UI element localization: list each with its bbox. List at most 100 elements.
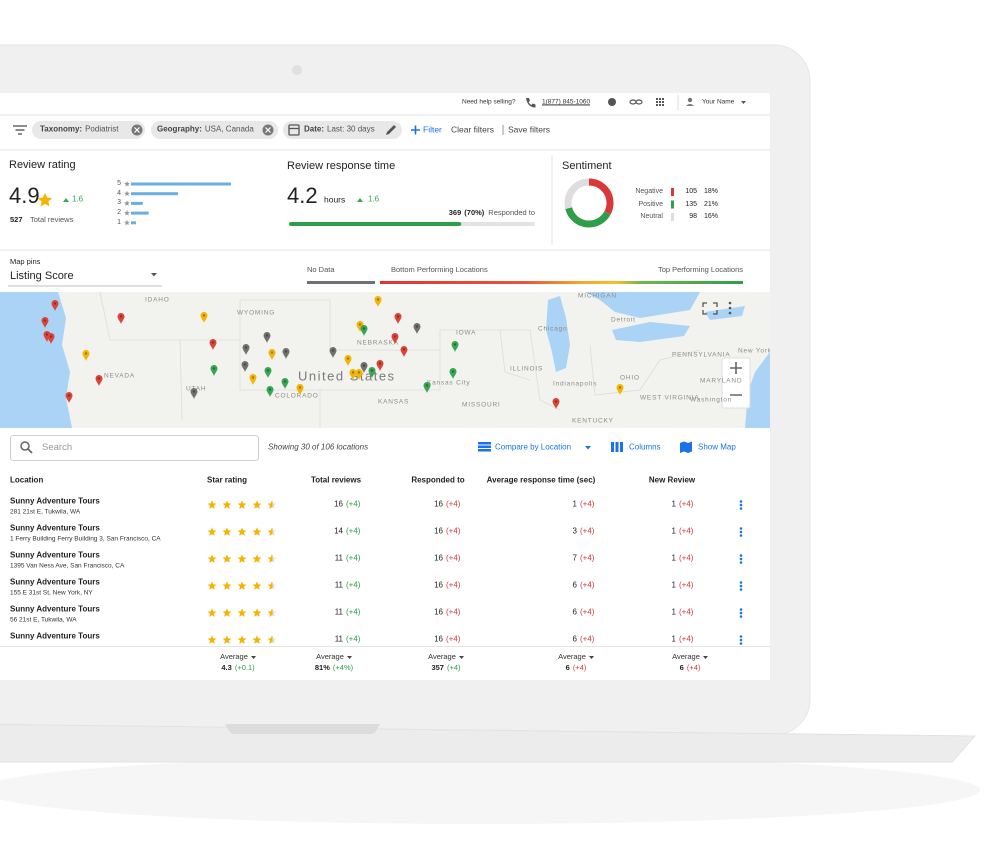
map-pin[interactable] — [296, 384, 304, 395]
map-pin[interactable] — [449, 368, 457, 379]
summary-label[interactable]: Average — [316, 651, 344, 661]
text: (+4) — [446, 662, 461, 672]
save-filters[interactable]: Save filters — [508, 124, 551, 135]
row-menu[interactable] — [739, 527, 743, 537]
star-rating — [207, 608, 277, 617]
row-menu[interactable] — [739, 635, 743, 645]
summary-label[interactable]: Average — [428, 651, 456, 661]
map-pin[interactable] — [374, 296, 382, 307]
cell-delta: (+4) — [679, 499, 694, 509]
map-pin[interactable] — [210, 365, 218, 376]
map-pin[interactable] — [360, 325, 368, 336]
star-fill — [222, 608, 232, 617]
cell-value: 6 — [572, 634, 577, 644]
map-place-label: Detroit — [611, 317, 636, 324]
filter-chip[interactable]: Geography: USA, Canada — [157, 125, 254, 135]
summary-label[interactable]: Average — [220, 651, 248, 661]
map-pin[interactable] — [376, 360, 384, 371]
pin-body — [282, 348, 290, 359]
pin-dot — [425, 384, 429, 387]
map-place-label: COLORADO — [275, 393, 319, 400]
map-pin[interactable] — [266, 386, 274, 397]
row-menu[interactable] — [739, 581, 743, 591]
summary-label[interactable]: Average — [672, 651, 700, 661]
menu-dot — [739, 615, 743, 618]
map-pin[interactable] — [391, 333, 399, 344]
map-pin[interactable] — [209, 339, 217, 350]
map-pin[interactable] — [552, 398, 560, 409]
map-fullscreen[interactable] — [702, 302, 718, 315]
map-pin[interactable] — [355, 369, 363, 380]
map-pin[interactable] — [281, 378, 289, 389]
cell-value: 1 — [671, 526, 676, 536]
pin-body — [329, 347, 337, 358]
map-pin[interactable] — [451, 341, 459, 352]
map-pin[interactable] — [242, 344, 250, 355]
map-menu[interactable] — [728, 301, 732, 315]
pin-body — [65, 392, 73, 403]
map-pin[interactable] — [344, 355, 352, 366]
map-pin[interactable] — [413, 323, 421, 334]
location-name: Sunny Adventure Tours — [10, 577, 100, 587]
map-place-label: ILLINOIS — [510, 366, 543, 373]
cell-value: 6 — [572, 580, 577, 590]
map-pin[interactable] — [349, 369, 357, 380]
map-pin[interactable] — [47, 333, 55, 344]
location-name: Sunny Adventure Tours — [10, 523, 100, 533]
summary-label[interactable]: Average — [558, 651, 586, 661]
filter-chip[interactable]: Date: Last: 30 days — [304, 125, 375, 135]
pin-dot — [298, 386, 302, 389]
map-pin[interactable] — [95, 375, 103, 386]
map-pin[interactable] — [268, 349, 276, 360]
map-pin[interactable] — [65, 392, 73, 403]
pin-dot — [415, 325, 419, 328]
map-pin[interactable] — [329, 347, 337, 358]
map-pin[interactable] — [356, 321, 364, 332]
clear-filters[interactable]: Clear filters — [451, 124, 494, 135]
cell-value: 7 — [572, 553, 577, 563]
map-pin[interactable] — [51, 300, 59, 311]
map-pin[interactable] — [41, 317, 49, 328]
map-zoom[interactable] — [721, 357, 751, 409]
map-pin[interactable] — [241, 361, 249, 372]
location-address: 155 E 31st St, New York, NY — [10, 589, 93, 597]
summary-value: 6 (+4) — [680, 663, 701, 672]
map-pin[interactable] — [43, 331, 51, 342]
map-pin[interactable] — [117, 313, 125, 324]
map-pin[interactable] — [264, 367, 272, 378]
menu-dot — [739, 534, 743, 537]
phone-link[interactable]: 1(877) 845-1060 — [542, 98, 591, 106]
map-pin[interactable] — [190, 388, 198, 399]
map-pin[interactable] — [360, 362, 368, 373]
cell-value: 11 — [334, 553, 343, 563]
show-map-button[interactable]: Show Map — [698, 442, 736, 452]
menu-dot — [739, 503, 743, 507]
cell-value: 16 — [434, 499, 443, 509]
map[interactable]: IDAHOWYOMINGNEVADAUTAHCOLORADONEBRASKAIO… — [0, 292, 770, 428]
map-pin[interactable] — [82, 350, 90, 361]
cell-value: 16 — [334, 499, 343, 509]
row-menu[interactable] — [739, 554, 743, 564]
map-pin[interactable] — [616, 384, 624, 395]
add-filter[interactable]: Filter — [423, 124, 442, 135]
map-pin[interactable] — [200, 312, 208, 323]
columns-button[interactable]: Columns — [629, 442, 661, 452]
row-menu[interactable] — [739, 500, 743, 510]
pin-body — [355, 369, 363, 380]
map-pin[interactable] — [394, 313, 402, 324]
filter-chip[interactable]: Taxonomy: Podiatrist — [40, 125, 118, 135]
cell-value: 1 — [671, 607, 676, 617]
compare-button[interactable]: Compare by Location — [495, 442, 572, 452]
map-pin[interactable] — [263, 332, 271, 343]
row-menu[interactable] — [739, 608, 743, 618]
map-pin[interactable] — [368, 367, 376, 378]
pin-dot — [376, 298, 380, 301]
cell-delta: (+4) — [679, 580, 694, 590]
map-pins-select[interactable]: Listing Score — [10, 269, 74, 282]
map-pin[interactable] — [423, 382, 431, 393]
search-input[interactable]: Search — [42, 441, 73, 453]
map-pin[interactable] — [282, 348, 290, 359]
map-pin[interactable] — [249, 374, 257, 385]
map-pin[interactable] — [400, 346, 408, 357]
user-menu[interactable]: Your Name — [702, 98, 735, 106]
